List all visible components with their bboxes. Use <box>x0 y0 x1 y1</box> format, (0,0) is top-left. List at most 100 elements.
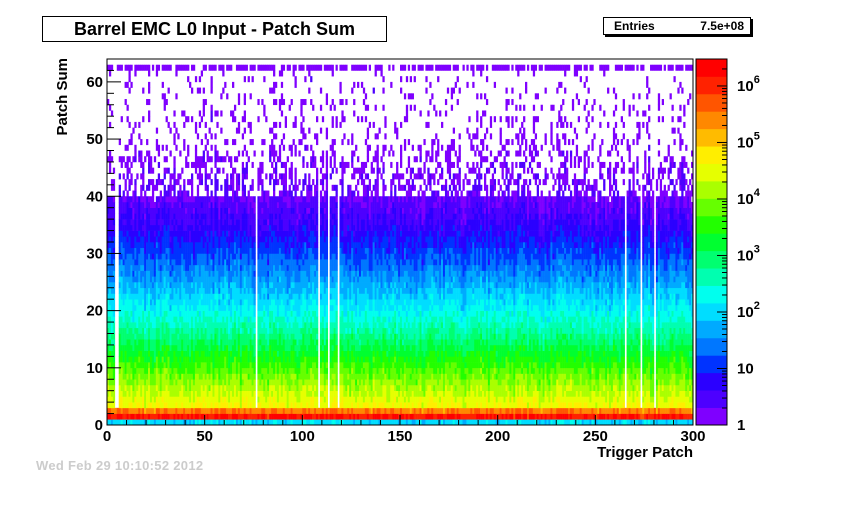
heatmap-cell <box>108 242 112 249</box>
heatmap-cell <box>261 304 264 311</box>
heatmap-cell <box>304 379 307 386</box>
heatmap-cell <box>146 407 149 414</box>
heatmap-cell <box>157 64 161 71</box>
heatmap-cell <box>120 116 123 123</box>
heatmap-cell <box>265 327 268 334</box>
heatmap-cell <box>190 304 194 311</box>
heatmap-cell <box>189 390 192 397</box>
heatmap-cell <box>237 253 241 260</box>
heatmap-cell <box>112 350 116 357</box>
heatmap-cell <box>321 333 325 340</box>
heatmap-cell <box>298 407 301 414</box>
heatmap-cell <box>171 282 174 289</box>
heatmap-cell <box>300 362 303 369</box>
heatmap-cell <box>316 339 319 346</box>
heatmap-cell <box>132 322 135 329</box>
heatmap-cell <box>323 362 327 369</box>
heatmap-cell <box>263 224 266 231</box>
heatmap-cell <box>153 259 157 266</box>
heatmap-cell <box>183 407 186 414</box>
heatmap-cell <box>185 299 188 306</box>
heatmap-cell <box>310 184 313 191</box>
heatmap-cell <box>249 121 252 128</box>
heatmap-cell <box>269 413 272 420</box>
heatmap-cell <box>181 373 184 380</box>
heatmap-cell <box>130 259 133 266</box>
heatmap-cell <box>296 236 299 243</box>
heatmap-cell <box>165 242 168 249</box>
heatmap-cell <box>169 276 172 283</box>
heatmap-cell <box>294 253 297 260</box>
heatmap-cell <box>169 316 172 323</box>
heatmap-cell <box>237 390 241 397</box>
heatmap-cell <box>224 339 227 346</box>
heatmap-cell <box>286 196 289 203</box>
heatmap-cell <box>157 356 161 363</box>
heatmap-cell <box>142 402 145 409</box>
heatmap-cell <box>265 379 268 386</box>
heatmap-cell <box>214 224 217 231</box>
heatmap-cell <box>233 350 237 357</box>
heatmap-cell <box>319 293 323 300</box>
heatmap-cell <box>319 413 323 420</box>
heatmap-cell <box>183 419 186 426</box>
heatmap-cell <box>251 316 254 323</box>
heatmap-cell <box>300 316 303 323</box>
heatmap-cell <box>247 121 250 128</box>
heatmap-cell <box>124 270 127 277</box>
heatmap-cell <box>214 213 217 220</box>
heatmap-cell <box>142 356 145 363</box>
heatmap-cell <box>108 230 112 237</box>
heatmap-cell <box>284 373 287 380</box>
heatmap-cell <box>151 407 155 414</box>
heatmap-cell <box>177 339 180 346</box>
heatmap-cell <box>216 367 219 374</box>
heatmap-cell <box>261 356 264 363</box>
heatmap-cell <box>165 219 168 226</box>
heatmap-cell <box>263 322 266 329</box>
heatmap-cell <box>284 356 287 363</box>
heatmap-cell <box>192 390 196 397</box>
heatmap-cell <box>196 384 200 391</box>
heatmap-cell <box>239 293 243 300</box>
heatmap-cell <box>208 407 211 414</box>
heatmap-cell <box>251 367 254 374</box>
heatmap-cell <box>214 219 217 226</box>
heatmap-cell <box>120 253 123 260</box>
heatmap-cell <box>124 310 127 317</box>
heatmap-cell <box>216 242 219 249</box>
heatmap-cell <box>265 264 268 271</box>
heatmap-cell <box>108 344 112 351</box>
heatmap-cell <box>107 253 110 260</box>
heatmap-cell <box>148 150 151 157</box>
heatmap-cell <box>271 384 274 391</box>
heatmap-cell <box>284 161 287 168</box>
heatmap-cell <box>179 207 182 214</box>
heatmap-cell <box>208 367 211 374</box>
heatmap-cell <box>271 270 274 277</box>
heatmap-cell <box>161 356 164 363</box>
heatmap-cell <box>263 270 266 277</box>
heatmap-cell <box>124 339 127 346</box>
heatmap-cell <box>269 150 272 157</box>
heatmap-cell <box>298 282 301 289</box>
heatmap-cell <box>280 367 284 374</box>
heatmap-cell <box>140 184 143 191</box>
heatmap-cell <box>224 276 227 283</box>
heatmap-cell <box>263 407 266 414</box>
heatmap-cell <box>296 276 299 283</box>
heatmap-cell <box>278 373 282 380</box>
heatmap-cell <box>202 379 205 386</box>
heatmap-cell <box>249 339 252 346</box>
heatmap-cell <box>306 161 309 168</box>
heatmap-cell <box>181 350 184 357</box>
heatmap-cell <box>302 322 305 329</box>
heatmap-cell <box>241 390 245 397</box>
heatmap-cell <box>138 230 141 237</box>
heatmap-cell <box>146 99 149 106</box>
heatmap-cell <box>286 350 289 357</box>
heatmap-cell <box>288 339 291 346</box>
heatmap-cell <box>304 179 307 186</box>
heatmap-cell <box>267 201 270 208</box>
heatmap-cell <box>192 396 196 403</box>
